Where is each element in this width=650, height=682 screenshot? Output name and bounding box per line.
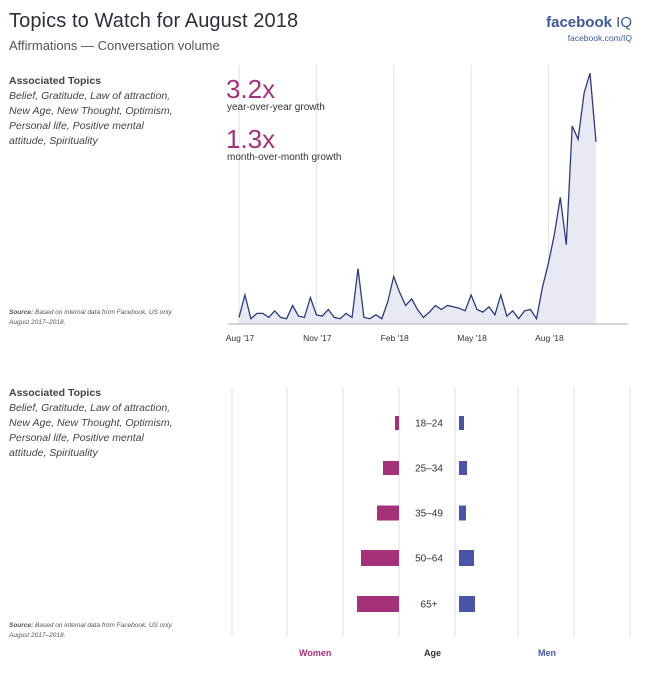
panel1-source-text: Based on internal data from Facebook, US…: [9, 309, 173, 326]
x-tick-label: Aug '18: [535, 333, 564, 343]
brand-name: facebook: [546, 14, 612, 31]
women-bar: [377, 505, 399, 521]
men-bar: [459, 461, 467, 475]
women-bar: [383, 461, 399, 475]
mom-growth-value: 1.3x: [226, 124, 276, 154]
women-bar: [357, 596, 399, 612]
panel1-source: Source: Based on internal data from Face…: [9, 308, 179, 328]
men-bar: [459, 416, 464, 430]
women-bar: [361, 550, 399, 566]
women-bar: [395, 416, 399, 430]
mom-growth-label: month-over-month growth: [227, 152, 342, 163]
age-gender-bar-chart: 18–24 25–34 35–49 50–64 65+: [231, 387, 631, 637]
age-label: 50–64: [415, 554, 443, 565]
page-title: Topics to Watch for August 2018: [9, 10, 299, 32]
x-tick-label: May '18: [457, 333, 487, 343]
age-label: 18–24: [415, 419, 443, 430]
x-tick-label: Feb '18: [381, 333, 409, 343]
age-label: 65+: [421, 600, 438, 611]
panel1-topics-heading: Associated Topics: [9, 75, 101, 87]
brand-url[interactable]: facebook.com/IQ: [567, 33, 632, 43]
panel2-source-label: Source:: [9, 622, 34, 629]
men-bar: [459, 550, 474, 566]
page-subtitle: Affirmations — Conversation volume: [9, 38, 220, 53]
legend-age: Age: [424, 648, 442, 658]
brand-suffix: IQ: [611, 14, 632, 31]
age-label: 25–34: [415, 464, 443, 475]
panel1-topics-text: Belief, Gratitude, Law of attraction, Ne…: [9, 90, 173, 147]
volume-area: [239, 73, 596, 324]
volume-line: [238, 73, 597, 321]
legend-men: Men: [538, 648, 556, 658]
panel2-source: Source: Based on internal data from Face…: [9, 621, 179, 641]
legend-women: Women: [299, 648, 332, 658]
panel2-topics-heading: Associated Topics: [9, 387, 101, 399]
line-chart: Aug '17 Nov '17 Feb '18 May '18 Aug '18: [226, 65, 628, 343]
panel1-source-label: Source:: [9, 309, 34, 316]
x-tick-label: Aug '17: [226, 333, 255, 343]
yoy-growth-value: 3.2x: [226, 74, 276, 104]
x-tick-label: Nov '17: [303, 333, 332, 343]
men-bar: [459, 596, 475, 612]
age-label: 35–49: [415, 509, 443, 520]
panel2-source-text: Based on internal data from Facebook, US…: [9, 622, 173, 639]
panel2-topics-text: Belief, Gratitude, Law of attraction, Ne…: [9, 402, 173, 459]
facebook-iq-logo: facebook IQ: [546, 14, 632, 31]
yoy-growth-label: year-over-year growth: [227, 102, 325, 113]
men-bar: [459, 505, 466, 521]
